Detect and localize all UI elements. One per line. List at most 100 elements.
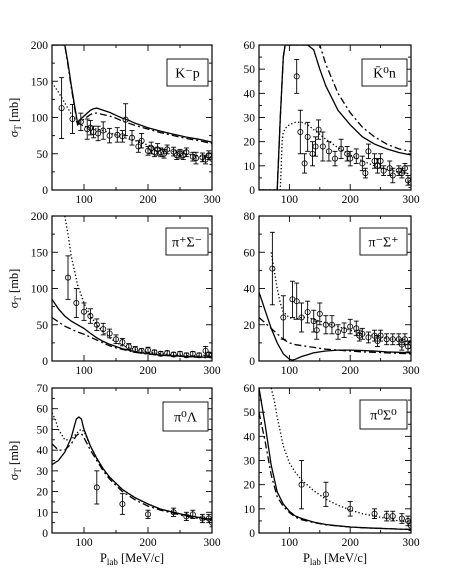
data-point [183, 149, 190, 156]
data-point [347, 155, 354, 162]
y-tick-label: 50 [244, 407, 256, 419]
x-label-subscript: lab [310, 557, 321, 567]
plot-frame [51, 215, 213, 362]
data-point [93, 484, 100, 491]
y-tick-label: 40 [37, 445, 49, 457]
y-tick-label: 70 [37, 383, 49, 395]
data-point [365, 334, 372, 341]
data-point [338, 145, 345, 152]
data-point [95, 130, 102, 137]
x-tick-label: 300 [402, 194, 420, 206]
data-point [298, 481, 305, 488]
series-line-solid [52, 416, 212, 521]
series-line-solid [259, 291, 411, 361]
x-label-unit: [MeV/c] [321, 551, 367, 565]
y-tick-label: 200 [31, 40, 49, 52]
plot-area [52, 45, 212, 166]
y-label-unit: [mb] [7, 98, 21, 125]
data-point [377, 332, 384, 339]
y-tick-label: 200 [31, 211, 49, 223]
series-line-dotted [52, 412, 212, 521]
data-point [383, 336, 390, 343]
y-tick-label: 0 [42, 185, 48, 197]
data-point [280, 314, 287, 321]
series-line-dashdot [259, 317, 411, 355]
x-axis-label: Plab [MeV/c] [100, 551, 164, 567]
data-point [389, 513, 396, 520]
x-tick-label: 100 [75, 365, 93, 377]
y-tick-label: 30 [37, 466, 49, 478]
plot-area [259, 45, 411, 190]
data-point [313, 327, 320, 334]
data-point [151, 349, 158, 356]
y-tick-label: 0 [249, 528, 255, 540]
data-point [176, 150, 183, 157]
y-label-subscript: T [13, 468, 23, 474]
x-tick-label: 300 [402, 537, 420, 549]
data-point [65, 274, 72, 281]
data-point [298, 314, 305, 321]
y-axis-label: σT [mb] [7, 269, 23, 309]
y-tick-label: 40 [244, 88, 256, 100]
data-point [389, 336, 396, 343]
data-point [383, 513, 390, 520]
y-tick-label: 60 [244, 247, 256, 259]
chart-panel-5: 0 10 20 30 40 50 60 70 100 200 300 π⁰Λ σT [mb] Plab [… [7, 383, 221, 567]
y-tick-label: 50 [37, 320, 49, 332]
data-point [389, 172, 396, 179]
x-tick-label: 200 [139, 537, 157, 549]
legend-label: π⁰Λ [174, 411, 198, 426]
plot-frame [258, 215, 412, 362]
data-point [144, 347, 151, 354]
data-point [170, 509, 177, 516]
y-tick-label: 10 [244, 161, 256, 173]
data-point [205, 152, 212, 159]
y-tick-label: 20 [244, 320, 256, 332]
x-label-symbol: P [303, 551, 310, 565]
plot-area [259, 388, 411, 532]
data-point [135, 143, 142, 150]
legend-label: π⁻Σ⁺ [369, 236, 399, 251]
plot-frame [51, 44, 213, 191]
legend-box [359, 399, 408, 430]
data-point [164, 146, 171, 153]
y-tick-label: 80 [244, 211, 256, 223]
data-point [401, 336, 408, 343]
x-tick-label: 300 [203, 194, 221, 206]
y-label-subscript: T [13, 296, 23, 302]
y-tick-label: 40 [244, 431, 256, 443]
data-point [138, 347, 145, 354]
x-tick-label: 300 [402, 365, 420, 377]
data-point [119, 133, 126, 140]
data-point [359, 160, 366, 167]
plot-area [52, 216, 212, 359]
data-point [189, 511, 196, 518]
y-tick-label: 150 [31, 247, 49, 259]
series-line-dashdot [52, 316, 212, 359]
data-point [122, 116, 129, 123]
data-point [144, 511, 151, 518]
data-point [81, 308, 88, 315]
y-tick-label: 10 [37, 507, 49, 519]
y-tick-label: 150 [31, 76, 49, 88]
data-point [73, 299, 80, 306]
y-tick-label: 50 [37, 424, 49, 436]
chart-panel-3: 0 50 100 150 200 100 200 300 π⁺Σ⁻ σT [mb] [7, 211, 221, 377]
y-tick-label: 0 [249, 356, 255, 368]
series-line-dashdot [259, 412, 411, 531]
data-point [362, 170, 369, 177]
plot-area [52, 412, 212, 528]
y-axis-label: σT [mb] [7, 441, 23, 481]
legend-label: π⁰Σ⁰ [370, 409, 397, 424]
data-point [205, 351, 212, 358]
y-label-symbol: σ [7, 473, 21, 480]
data-point [113, 336, 120, 343]
legend-label: K⁻p [175, 67, 200, 82]
y-tick-label: 60 [37, 404, 49, 416]
data-point [138, 137, 145, 144]
data-point [100, 326, 107, 333]
legend-box [162, 401, 209, 432]
legend-label: K̄⁰n [373, 66, 396, 82]
data-point [398, 515, 405, 522]
x-tick-label: 100 [281, 194, 299, 206]
